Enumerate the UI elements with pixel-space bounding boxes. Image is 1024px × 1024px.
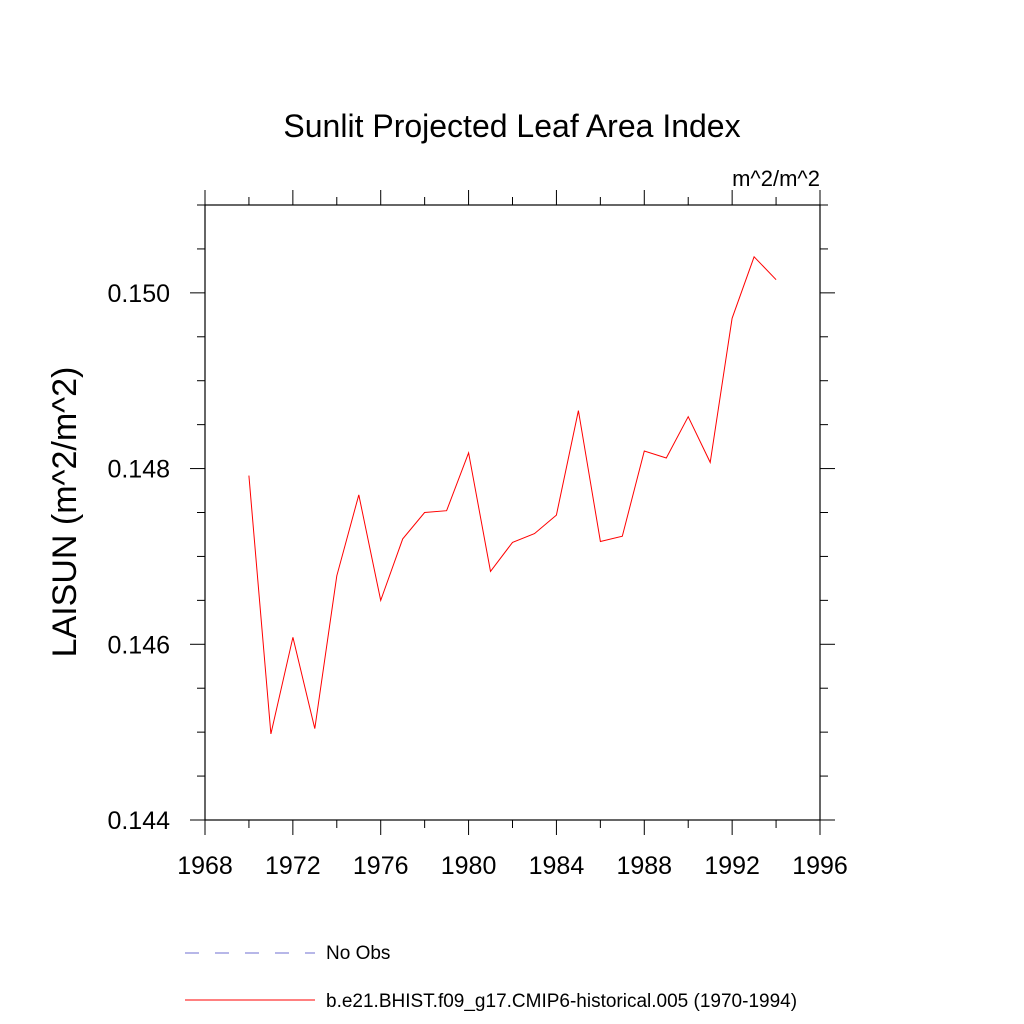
series-line <box>248 255 777 735</box>
x-tick-label: 1988 <box>616 852 672 880</box>
legend-label-model: b.e21.BHIST.f09_g17.CMIP6-historical.005… <box>326 991 797 1012</box>
x-tick-labels: 1968 1972 1976 1980 1984 1988 1992 1996 <box>177 852 848 880</box>
x-tick-label: 1976 <box>353 852 409 880</box>
x-tick-label: 1980 <box>441 852 497 880</box>
x-tick-label: 1968 <box>177 852 233 880</box>
y-tick-label: 0.144 <box>107 807 170 835</box>
axis-ticks <box>190 190 835 835</box>
units-label: m^2/m^2 <box>732 166 820 191</box>
series-layer <box>248 255 777 735</box>
y-tick-label: 0.148 <box>107 456 170 484</box>
legend-label-no-obs: No Obs <box>326 943 390 964</box>
legend: No Obs b.e21.BHIST.f09_g17.CMIP6-histori… <box>185 943 797 1012</box>
chart-title: Sunlit Projected Leaf Area Index <box>283 108 740 144</box>
x-tick-label: 1972 <box>265 852 321 880</box>
y-tick-label: 0.146 <box>107 631 170 659</box>
plot-frame <box>204 204 821 821</box>
y-tick-labels: 0.144 0.146 0.148 0.150 <box>107 280 170 835</box>
y-tick-label: 0.150 <box>107 280 170 308</box>
y-axis-label: LAISUN (m^2/m^2) <box>46 367 84 658</box>
x-tick-label: 1992 <box>704 852 760 880</box>
x-tick-label: 1996 <box>792 852 848 880</box>
x-tick-label: 1984 <box>529 852 585 880</box>
